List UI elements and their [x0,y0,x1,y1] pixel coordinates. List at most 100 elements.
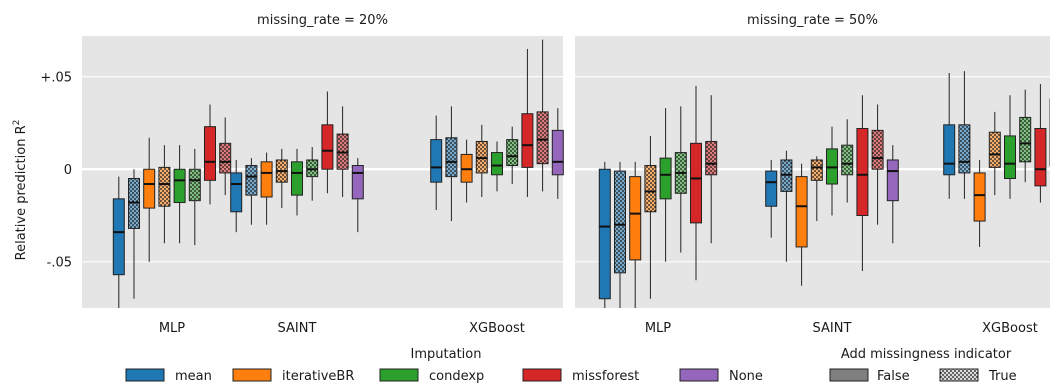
box-condexp [1004,95,1016,199]
box-dots [219,142,232,174]
box-mean-with-indicator [245,158,258,225]
legend-swatch-indicator-false [829,368,869,382]
box-layer [112,39,1050,308]
box-missforest-with-indicator [536,39,549,192]
legend-label-missforest: missforest [572,369,639,383]
legend-swatch-condexp [379,368,419,382]
y-tick-label: -.05 [47,256,72,271]
box-body [856,128,869,216]
box-iterativebr [460,139,473,203]
box-missforest-with-indicator [219,117,232,196]
legend-swatch-none [679,368,719,382]
box-dots [841,144,854,176]
box-missforest [856,95,869,271]
legend-item-missforest: missforest [522,368,639,383]
box-body [598,168,611,300]
box-mean-with-indicator [128,169,140,299]
box-body [321,124,334,170]
legend-item-indicator-true: True [939,368,1017,383]
panel-title-left: missing_rate = 20% [257,13,388,28]
box-condexp [826,126,838,216]
legend-label-mean: mean [175,369,212,383]
box-condexp-with-indicator [306,147,319,201]
box-dots [445,137,458,178]
box-iterativebr [260,152,273,225]
x-tick-label: XGBoost [469,321,525,336]
x-tick-label: SAINT [278,321,317,336]
box-condexp [491,141,503,192]
box-body [291,161,303,196]
box-body [795,176,808,248]
box-missforest [321,91,334,194]
legend-item-none: None [679,368,763,383]
box-none [886,145,899,244]
box-condexp-with-indicator [674,106,687,253]
box-missforest-with-indicator [705,95,718,244]
box-body [629,176,642,261]
box-mean-with-indicator [958,71,971,199]
box-dots [536,111,549,165]
box-condexp-with-indicator [188,148,201,246]
box-iterativebr-with-indicator [475,124,488,197]
legend-label-indicator-false: False [877,369,910,383]
box-dots [871,129,884,170]
box-mean [598,161,611,308]
box-body [1004,135,1016,179]
box-body [260,161,273,198]
box-dots [958,124,971,174]
box-mean [943,73,956,199]
legend-label-iterativebr: iterativeBR [282,369,354,383]
legend-indicator-title: Add missingness indicator [841,347,1012,362]
box-missforest-with-indicator [336,106,349,197]
legend-swatch-iterativebr [232,368,272,382]
legend-item-indicator-false: False [829,368,910,383]
box-iterativebr-with-indicator [275,148,288,209]
box-body [204,126,216,181]
box-condexp-with-indicator [506,126,519,185]
box-iterativebr [973,159,986,247]
box-iterativebr-with-indicator [810,156,823,222]
box-mean [230,159,243,233]
box-condexp [291,148,303,216]
legend-imputation-title: Imputation [411,347,482,362]
box-body [765,170,778,207]
box-dots [614,170,626,274]
box-iterativebr [795,163,808,286]
box-condexp [659,108,672,262]
box-body [943,124,956,176]
box-body [659,157,672,200]
box-none [351,158,364,233]
box-missforest [690,85,702,281]
box-missforest-with-indicator [871,104,884,225]
box-mean [765,159,778,238]
box-dots [644,165,657,213]
y-axis-label: Relative prediction R2 [12,120,29,261]
box-mean-with-indicator [614,161,626,308]
box-dots [1019,116,1032,163]
y-tick-label: 0 [64,163,72,178]
legend-item-mean: mean [125,368,212,383]
box-iterativebr [143,137,156,262]
legend-swatch-missforest [522,368,562,382]
panel-title-right: missing_rate = 50% [747,13,878,28]
box-body [173,168,186,204]
box-condexp-with-indicator [841,119,854,203]
box-dots [705,140,718,176]
box-body [1034,128,1047,187]
box-dots [988,131,1001,168]
box-condexp [173,145,186,244]
y-axis-label-text: Relative prediction R [14,125,29,260]
box-body [230,172,243,213]
box-body [112,198,125,276]
box-dots [810,159,823,181]
box-mean [430,115,443,210]
box-body [551,129,564,176]
box-missforest [204,104,216,205]
legend-label-none: None [729,369,763,383]
box-missforest [1034,84,1047,203]
box-iterativebr-with-indicator [988,111,1001,196]
legend-item-iterativebr: iterativeBR [232,368,354,383]
x-tick-label: MLP [159,321,185,336]
x-tick-label: MLP [645,321,671,336]
